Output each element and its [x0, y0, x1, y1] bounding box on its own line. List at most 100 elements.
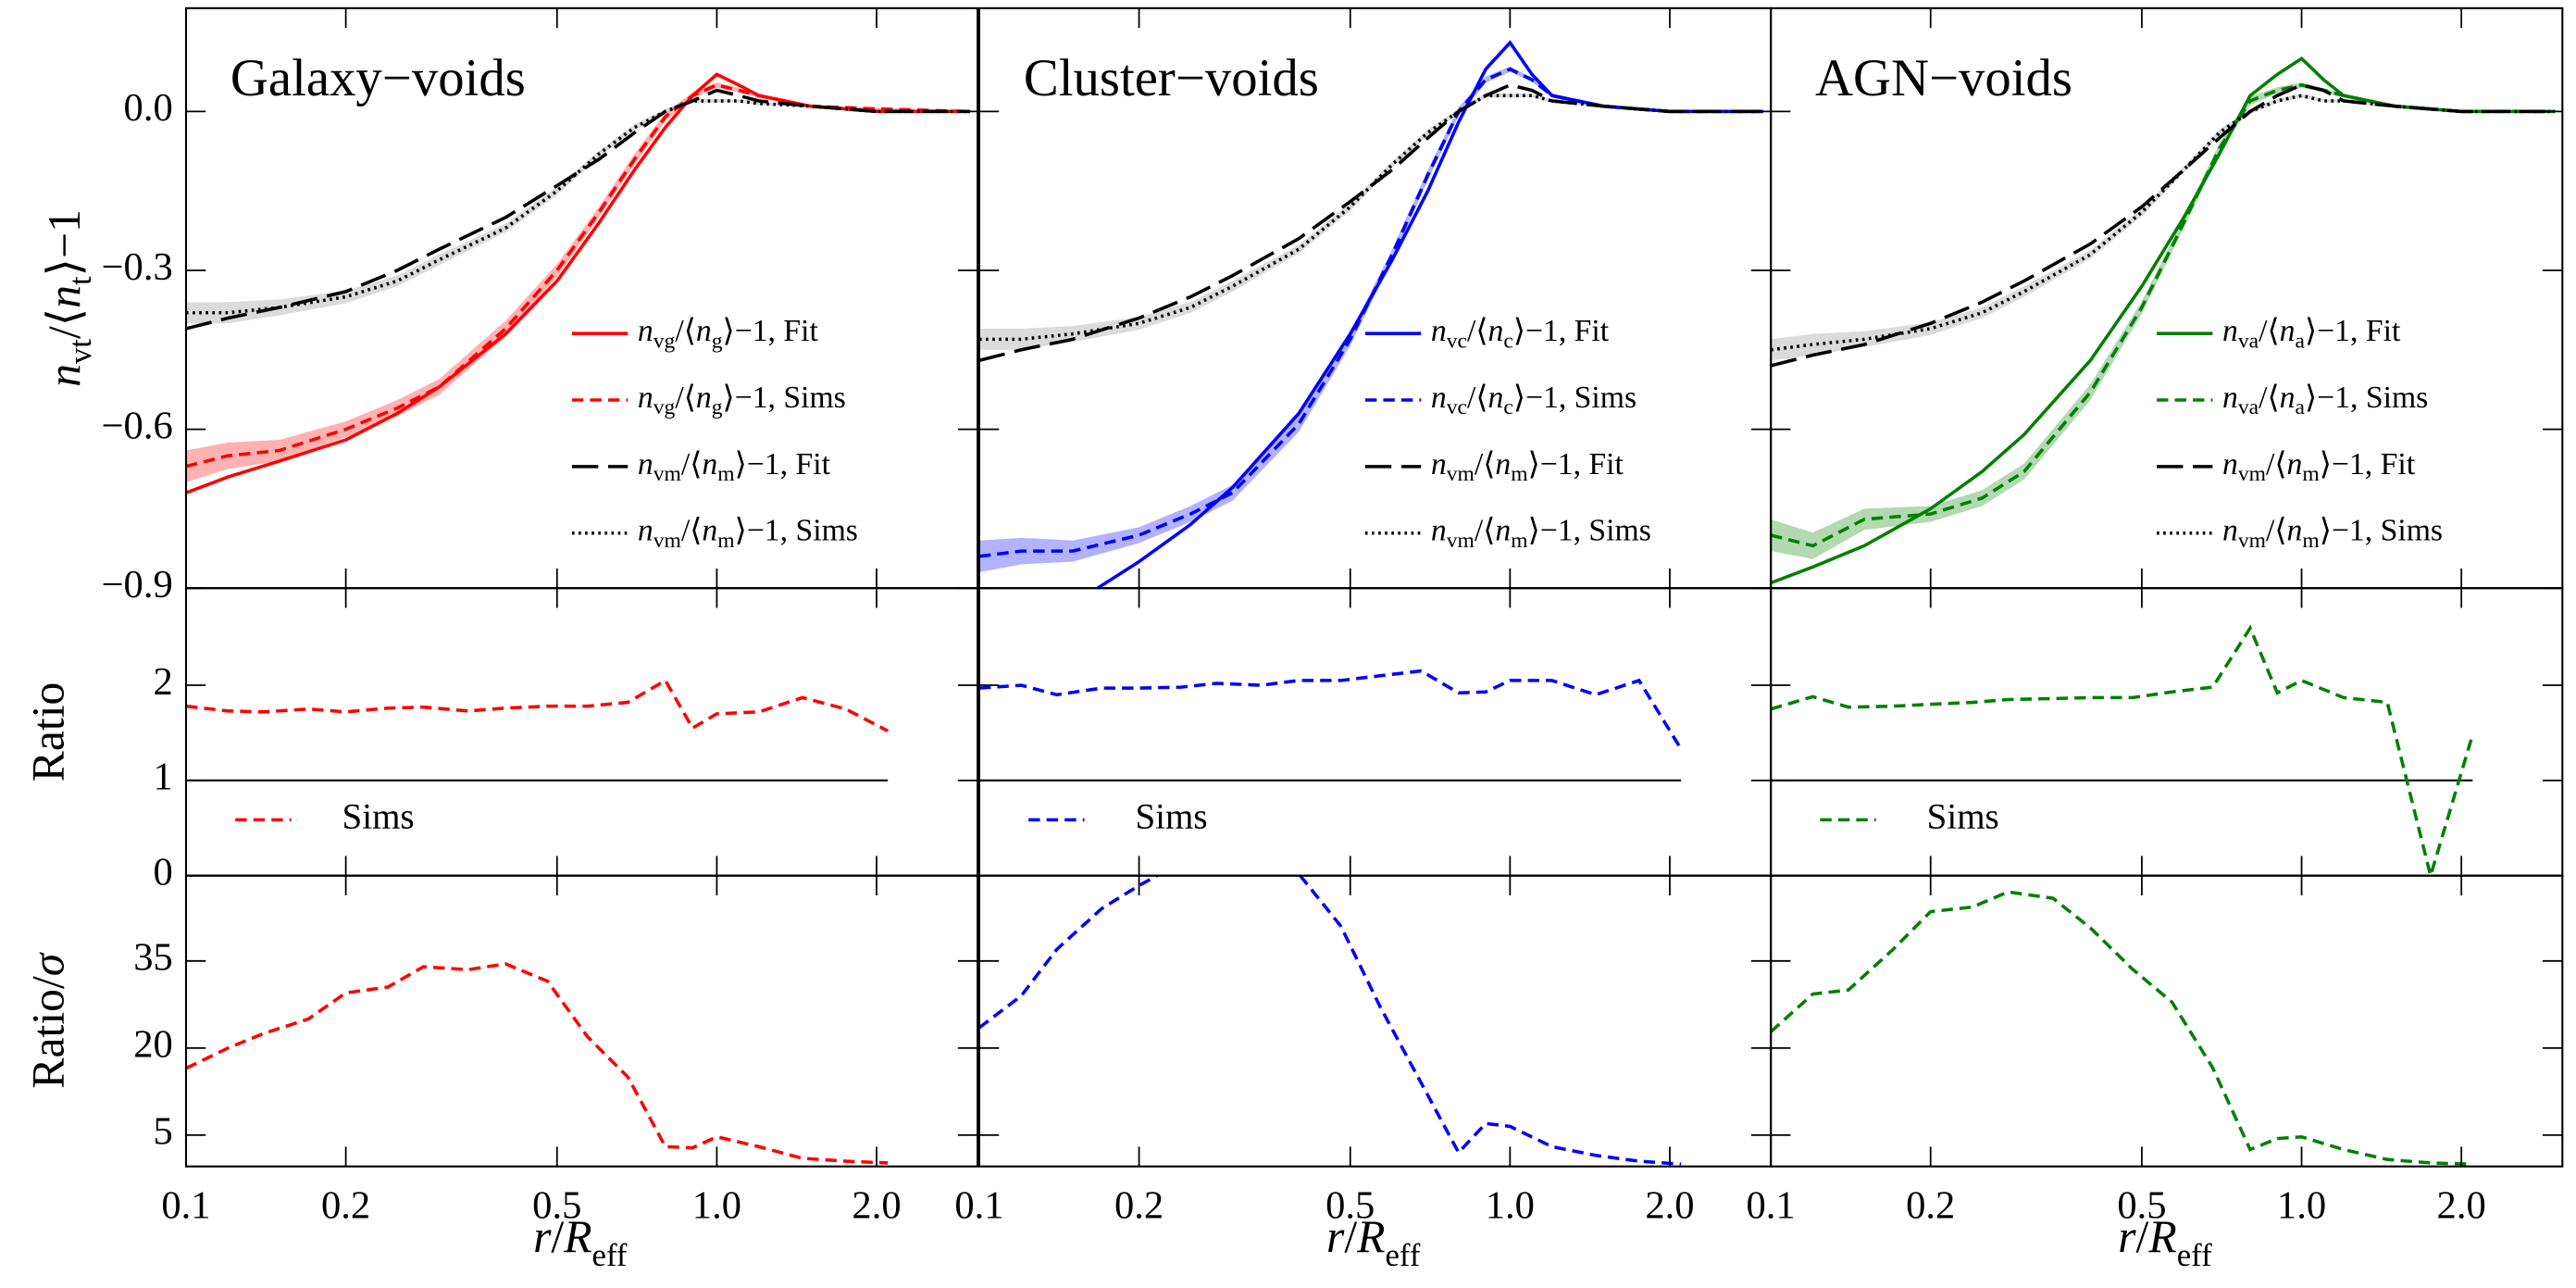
legend-label: nva/⟨na⟩−1, Fit [2222, 314, 2401, 354]
x-tick-label: 0.5 [1325, 1184, 1375, 1228]
text-part: ⟩−1, Fit [1528, 447, 1624, 481]
plot-area [1771, 56, 2556, 585]
data-line [1771, 82, 2556, 548]
text-part: Ratio/ [23, 976, 74, 1089]
text-part: vm [2238, 529, 2266, 553]
text-part: /⟨ [681, 447, 703, 481]
plot-area [1771, 890, 2473, 1166]
text-part: ⟩−1, Sims [723, 381, 846, 415]
legend-label: Sims [342, 796, 415, 836]
text-part: ⟩−1, Sims [2305, 381, 2428, 415]
text-part: ⟩−1, Sims [1528, 513, 1651, 547]
y-tick-label: −0.9 [102, 563, 173, 606]
text-part: Sims [342, 796, 415, 836]
text-part: n [2222, 314, 2238, 348]
plot-area [185, 962, 889, 1165]
legend-label: nvm/⟨nm⟩−1, Sims [638, 513, 858, 553]
legend-label: nva/⟨na⟩−1, Sims [2222, 381, 2428, 420]
text-part: /⟨ [675, 381, 696, 415]
text-part: vm [1447, 462, 1475, 486]
text-part: /⟨ [1475, 513, 1496, 547]
x-tick-label: 0.1 [1747, 1184, 1796, 1228]
text-part: n [2287, 513, 2303, 547]
y-tick-label: 2 [153, 660, 172, 704]
text-part: n [1431, 513, 1447, 547]
text-part: R [1356, 1211, 1385, 1262]
error-band [1771, 93, 2556, 361]
legend-label: Sims [1927, 796, 1999, 836]
text-part: va [2238, 330, 2259, 354]
text-part: m [1511, 462, 1527, 486]
text-part: n [2222, 381, 2238, 415]
y-tick-label: −0.6 [102, 404, 173, 447]
x-tick-label: 1.0 [2277, 1184, 2326, 1228]
y-axis-label: Ratio [23, 682, 74, 782]
text-part: m [2302, 462, 2319, 486]
data-line [185, 678, 889, 732]
text-part: / [2136, 1211, 2149, 1262]
text-part: n [1431, 314, 1447, 348]
x-tick-label: 0.1 [954, 1184, 1003, 1228]
data-line [978, 669, 1683, 750]
text-part: c [1503, 330, 1512, 354]
text-part: vm [653, 462, 681, 486]
error-band [978, 66, 1763, 573]
text-part: /⟨ [2266, 513, 2287, 547]
text-part: n [1495, 447, 1511, 481]
y-tick-label: −0.3 [102, 245, 173, 289]
text-part: /⟨ [1467, 381, 1488, 415]
text-part: vc [1447, 396, 1467, 420]
plot-area [1771, 624, 2475, 876]
data-line [1771, 82, 2556, 368]
text-part: ⟩−1 [39, 209, 90, 276]
y-tick-label: 5 [153, 1110, 172, 1154]
text-part: vc [1447, 330, 1467, 354]
text-part: vg [653, 330, 676, 354]
text-part: eff [592, 1237, 628, 1273]
y-axis-label: nvt/⟨nt⟩−1 [39, 209, 97, 387]
text-part: /⟨ [1467, 314, 1488, 348]
legend-label: nvm/⟨nm⟩−1, Fit [2222, 447, 2416, 487]
data-line [1094, 40, 1763, 589]
text-part: m [2302, 529, 2319, 553]
text-part: /⟨ [1475, 447, 1496, 481]
text-part: n [39, 364, 90, 387]
text-part: vm [653, 529, 681, 553]
text-part: / [551, 1211, 564, 1262]
plot-area [978, 669, 1683, 782]
text-part: n [638, 513, 653, 547]
text-part: n [2287, 447, 2303, 481]
text-part: /⟨ [2266, 447, 2287, 481]
text-part: n [1487, 381, 1503, 415]
x-tick-label: 0.2 [1906, 1184, 1955, 1228]
text-part: m [1511, 529, 1527, 553]
text-part: g [712, 330, 723, 354]
x-axis-label: r/Reff [2118, 1211, 2212, 1273]
error-band [185, 98, 971, 324]
x-tick-label: 0.2 [321, 1184, 370, 1228]
text-part: /⟨ [675, 314, 696, 348]
axes-frame [1770, 874, 2564, 1168]
text-part: a [2296, 396, 2306, 420]
text-part: r [533, 1211, 552, 1262]
x-tick-label: 1.0 [692, 1184, 741, 1228]
data-line [978, 94, 1763, 342]
text-part: vm [2238, 462, 2266, 486]
error-band [978, 93, 1763, 350]
legend-label: nvm/⟨nm⟩−1, Fit [638, 447, 831, 487]
legend-label: nvm/⟨nm⟩−1, Sims [2222, 513, 2443, 553]
text-part: R [563, 1211, 591, 1262]
text-part: / [1344, 1211, 1357, 1262]
data-line [185, 962, 889, 1165]
x-tick-label: 0.5 [532, 1184, 581, 1228]
text-part: c [1503, 396, 1512, 420]
text-part: Sims [1135, 796, 1207, 836]
x-axis-label: r/Reff [1326, 1211, 1421, 1273]
text-part: vg [653, 396, 676, 420]
legend-label: Sims [1135, 796, 1207, 836]
text-part: ⟩−1, Fit [723, 314, 819, 348]
y-tick-label: 0 [153, 850, 172, 894]
text-part: n [696, 314, 712, 348]
text-part: n [39, 285, 90, 308]
